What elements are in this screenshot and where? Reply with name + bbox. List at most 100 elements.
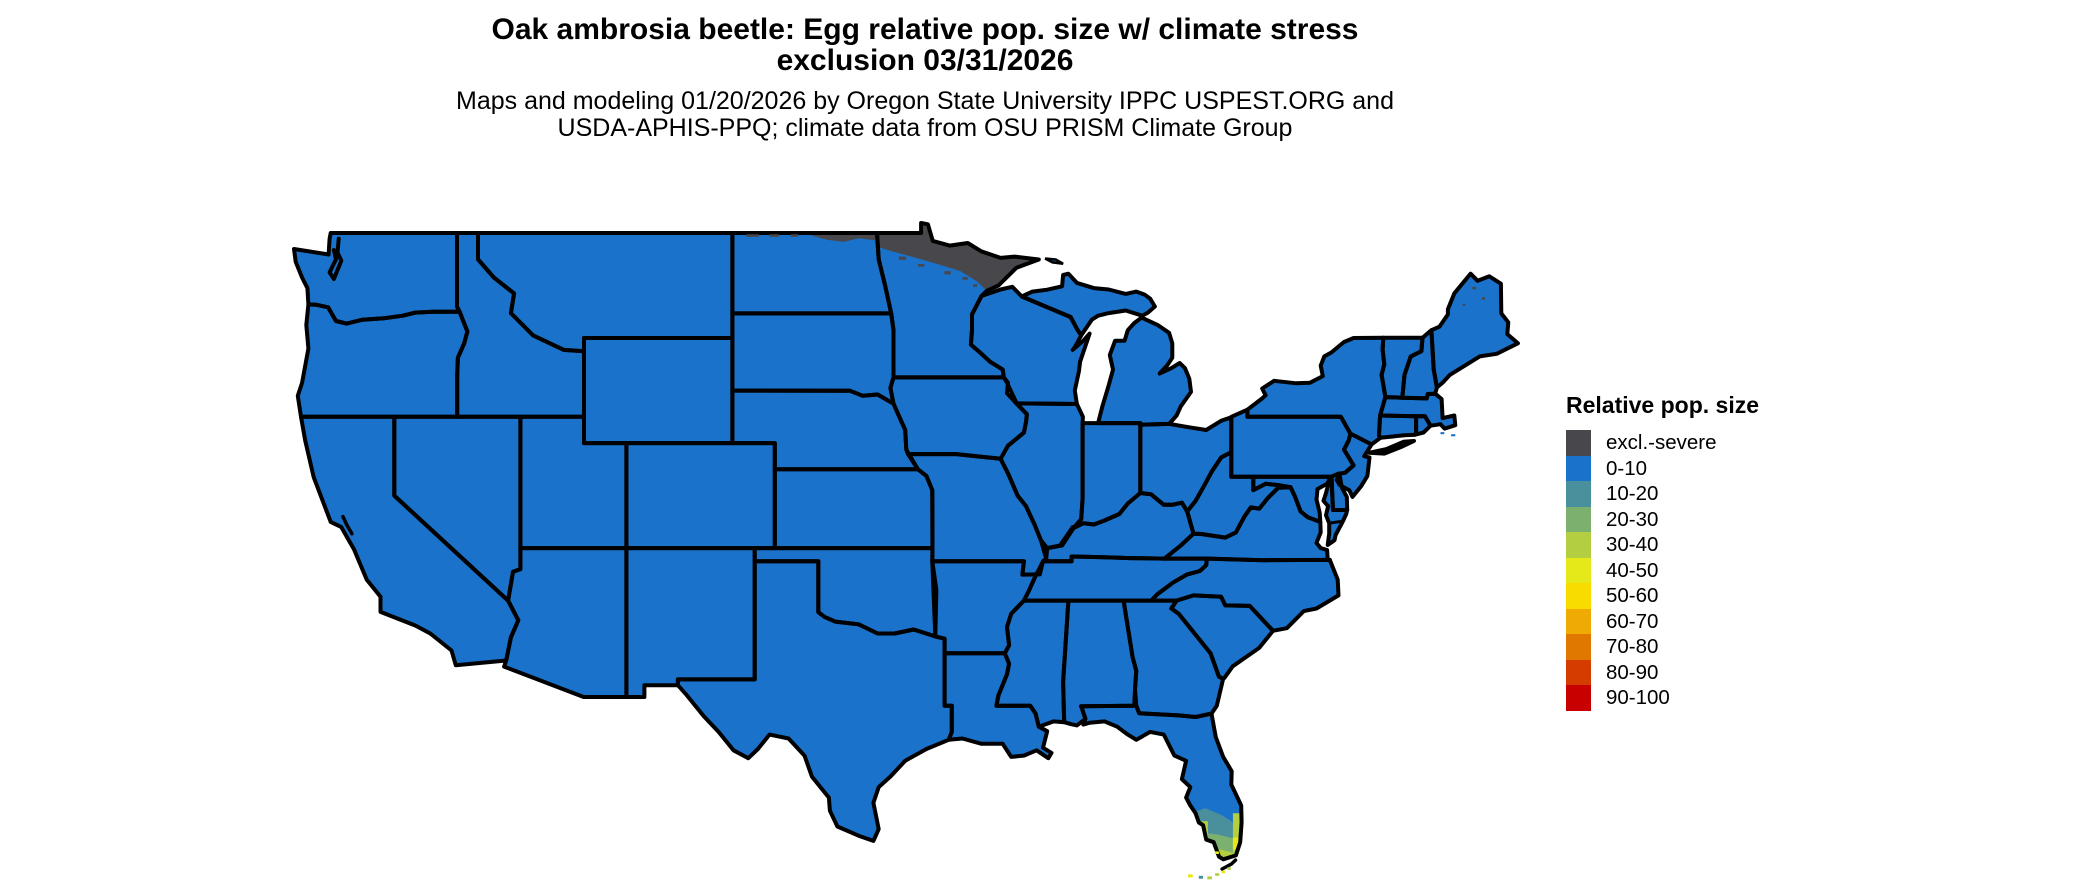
state-west-virginia xyxy=(1187,452,1291,538)
state-massachusetts xyxy=(1380,393,1456,429)
exclusion-speckle-mn-4 xyxy=(917,264,925,267)
state-mississippi xyxy=(996,600,1069,727)
legend-item-70-80: 70-80 xyxy=(1566,634,1866,660)
legend-item-40-50: 40-50 xyxy=(1566,557,1866,583)
state-colorado xyxy=(626,443,775,549)
state-maine xyxy=(1431,273,1518,388)
legend-item-60-70: 60-70 xyxy=(1566,608,1866,634)
legend-label: 40-50 xyxy=(1606,558,1659,582)
subtitle-line-2: USDA-APHIS-PPQ; climate data from OSU PR… xyxy=(557,114,1293,142)
state-border-maryland xyxy=(1251,474,1333,524)
legend-swatch-icon xyxy=(1566,685,1591,711)
state-illinois xyxy=(1000,403,1083,549)
legend-label: 20-30 xyxy=(1606,507,1659,531)
state-south-dakota xyxy=(732,313,894,404)
legend-swatch-icon xyxy=(1566,634,1591,660)
legend-item-excl-severe: excl.-severe xyxy=(1566,430,1866,456)
state-wyoming xyxy=(584,338,733,444)
legend-item-90-100: 90-100 xyxy=(1566,685,1866,711)
isle-royale xyxy=(1044,257,1064,265)
legend-swatch-icon xyxy=(1566,532,1591,558)
state-kansas xyxy=(774,469,933,549)
state-new-mexico xyxy=(626,548,755,697)
state-south-carolina xyxy=(1171,595,1273,679)
legend-swatch-icon xyxy=(1566,455,1591,481)
state-kentucky xyxy=(1043,493,1194,562)
state-connecticut xyxy=(1379,415,1417,438)
legend-label: 30-40 xyxy=(1606,533,1659,556)
state-indiana xyxy=(1073,423,1141,528)
exclusion-speckle-mn-3 xyxy=(973,284,978,287)
legend-label: 90-100 xyxy=(1606,686,1670,709)
legend-swatch-icon xyxy=(1566,583,1591,609)
legend-swatch-icon xyxy=(1566,659,1591,685)
exclusion-zone-north-minnesota xyxy=(877,223,1039,291)
puget-sound-shoreline xyxy=(327,236,344,281)
state-maryland xyxy=(1253,476,1331,522)
san-francisco-bay-shoreline xyxy=(341,514,354,536)
state-vermont xyxy=(1381,337,1423,398)
state-nebraska xyxy=(732,390,918,470)
header: Oak ambrosia beetle: Egg relative pop. s… xyxy=(0,14,1850,142)
exclusion-speckle-maine-1 xyxy=(1472,286,1477,290)
state-michigan-lower xyxy=(1098,317,1191,425)
state-wisconsin xyxy=(970,286,1090,404)
florida-keys-dot-6 xyxy=(1227,867,1231,870)
legend-swatch-icon xyxy=(1566,608,1591,634)
state-border-north-carolina xyxy=(1149,556,1341,633)
legend-item-10-20: 10-20 xyxy=(1566,481,1866,507)
florida-upper-keys-outline xyxy=(1220,858,1238,871)
state-arizona xyxy=(504,548,627,697)
state-border-michigan-upper xyxy=(1019,271,1157,338)
state-oregon xyxy=(297,304,468,417)
legend-swatch-icon xyxy=(1566,557,1591,583)
exclusion-speckle-mn-1 xyxy=(944,271,951,275)
legend-swatch-icon xyxy=(1566,430,1591,456)
legend-item-0-10: 0-10 xyxy=(1566,455,1866,481)
legend-label: 60-70 xyxy=(1606,609,1659,633)
legend-swatch-icon xyxy=(1566,506,1591,532)
state-border-florida xyxy=(1079,703,1244,862)
florida-keys-dot-4 xyxy=(1215,873,1220,876)
legend-label: 70-80 xyxy=(1606,635,1659,658)
exclusion-speckle-maine-2 xyxy=(1481,297,1485,300)
state-california xyxy=(301,416,519,666)
legend-swatch-icon xyxy=(1566,481,1591,507)
florida-keys-dot-3 xyxy=(1207,876,1212,880)
exclusion-speckle-nd-3 xyxy=(790,234,799,237)
state-new-york xyxy=(1247,337,1386,445)
legend-items: excl.-severe 0-10 10-20 20-30 30-40 40-50 50-6… xyxy=(1566,430,1866,711)
florida-keys-dot-5 xyxy=(1221,870,1226,874)
state-arkansas xyxy=(932,561,1037,654)
subtitle: Maps and modeling 01/20/2026 by Oregon S… xyxy=(0,88,1850,142)
legend-label: 10-20 xyxy=(1606,482,1659,505)
state-border-long-island xyxy=(1367,439,1416,456)
state-oklahoma xyxy=(754,548,936,637)
title-line-2: exclusion 03/31/2026 xyxy=(776,44,1074,77)
exclusion-speckle-nd-2 xyxy=(769,234,779,237)
state-new-hampshire xyxy=(1402,330,1437,399)
nantucket-island xyxy=(1440,432,1445,435)
subtitle-line-1: Maps and modeling 01/20/2026 by Oregon S… xyxy=(456,87,1394,115)
state-nevada xyxy=(394,416,521,601)
marthas-vineyard-island xyxy=(1451,434,1456,437)
state-north-carolina xyxy=(1151,558,1339,631)
state-border-delmarva-peninsula xyxy=(1321,474,1350,547)
title-line-1: Oak ambrosia beetle: Egg relative pop. s… xyxy=(491,13,1359,46)
exclusion-speckle-mn-2 xyxy=(962,277,968,280)
florida-tip-yellow-speck xyxy=(1214,851,1219,854)
legend: Relative pop. size excl.-severe 0-10 10-20… xyxy=(1566,392,1866,711)
legend-label: 80-90 xyxy=(1606,660,1659,684)
state-virginia xyxy=(1164,487,1330,561)
exclusion-speckle-maine-3 xyxy=(1462,303,1466,306)
legend-item-80-90: 80-90 xyxy=(1566,659,1866,685)
exclusion-speckle-mn-5 xyxy=(984,272,989,275)
delmarva-state-line xyxy=(1327,519,1345,525)
state-iowa xyxy=(890,377,1027,459)
florida-keys-dot-2 xyxy=(1198,875,1203,879)
legend-item-50-60: 50-60 xyxy=(1566,583,1866,609)
state-pennsylvania xyxy=(1231,409,1354,477)
state-utah xyxy=(520,416,627,549)
page-title: Oak ambrosia beetle: Egg relative pop. s… xyxy=(0,14,1850,76)
